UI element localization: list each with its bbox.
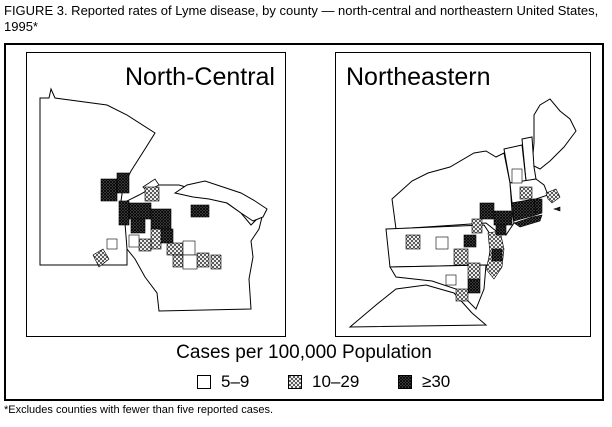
northeastern-panel: Northeastern	[335, 52, 591, 337]
virginia-outline	[348, 284, 488, 328]
cape-cod	[545, 188, 561, 204]
north-central-label: North-Central	[124, 63, 275, 91]
footnote: *Excludes counties with fewer than five …	[4, 404, 274, 416]
michigan-up-outline	[173, 180, 268, 222]
north-central-map	[39, 87, 268, 312]
maine-outline	[531, 98, 577, 170]
counties-high-rate	[463, 202, 513, 294]
north-central-panel: North-Central	[26, 52, 286, 337]
nantucket-island	[553, 206, 561, 212]
legend-label-low: 5–9	[221, 372, 250, 391]
counties-low-rate	[435, 168, 523, 286]
counties-low-rate	[106, 234, 198, 270]
northeastern-label: Northeastern	[346, 63, 491, 91]
counties-medium-rate	[405, 186, 533, 302]
legend-swatch-empty	[197, 375, 211, 389]
long-island	[513, 214, 543, 228]
legend-label-high: ≥30	[422, 372, 451, 391]
northeastern-map	[348, 98, 577, 328]
legend-swatch-dense	[398, 375, 412, 389]
map-figure: North-Central	[4, 43, 604, 401]
figure-title: FIGURE 3. Reported rates of Lyme disease…	[4, 3, 599, 34]
legend-label-medium: 10–29	[312, 372, 360, 391]
rhode-island-outline	[533, 198, 543, 216]
legend: 5–9 10–29	[6, 372, 602, 394]
legend-title: Cases per 100,000 Population	[176, 342, 432, 363]
legend-swatch-crosshatch	[288, 375, 302, 389]
counties-medium-rate	[92, 186, 222, 270]
